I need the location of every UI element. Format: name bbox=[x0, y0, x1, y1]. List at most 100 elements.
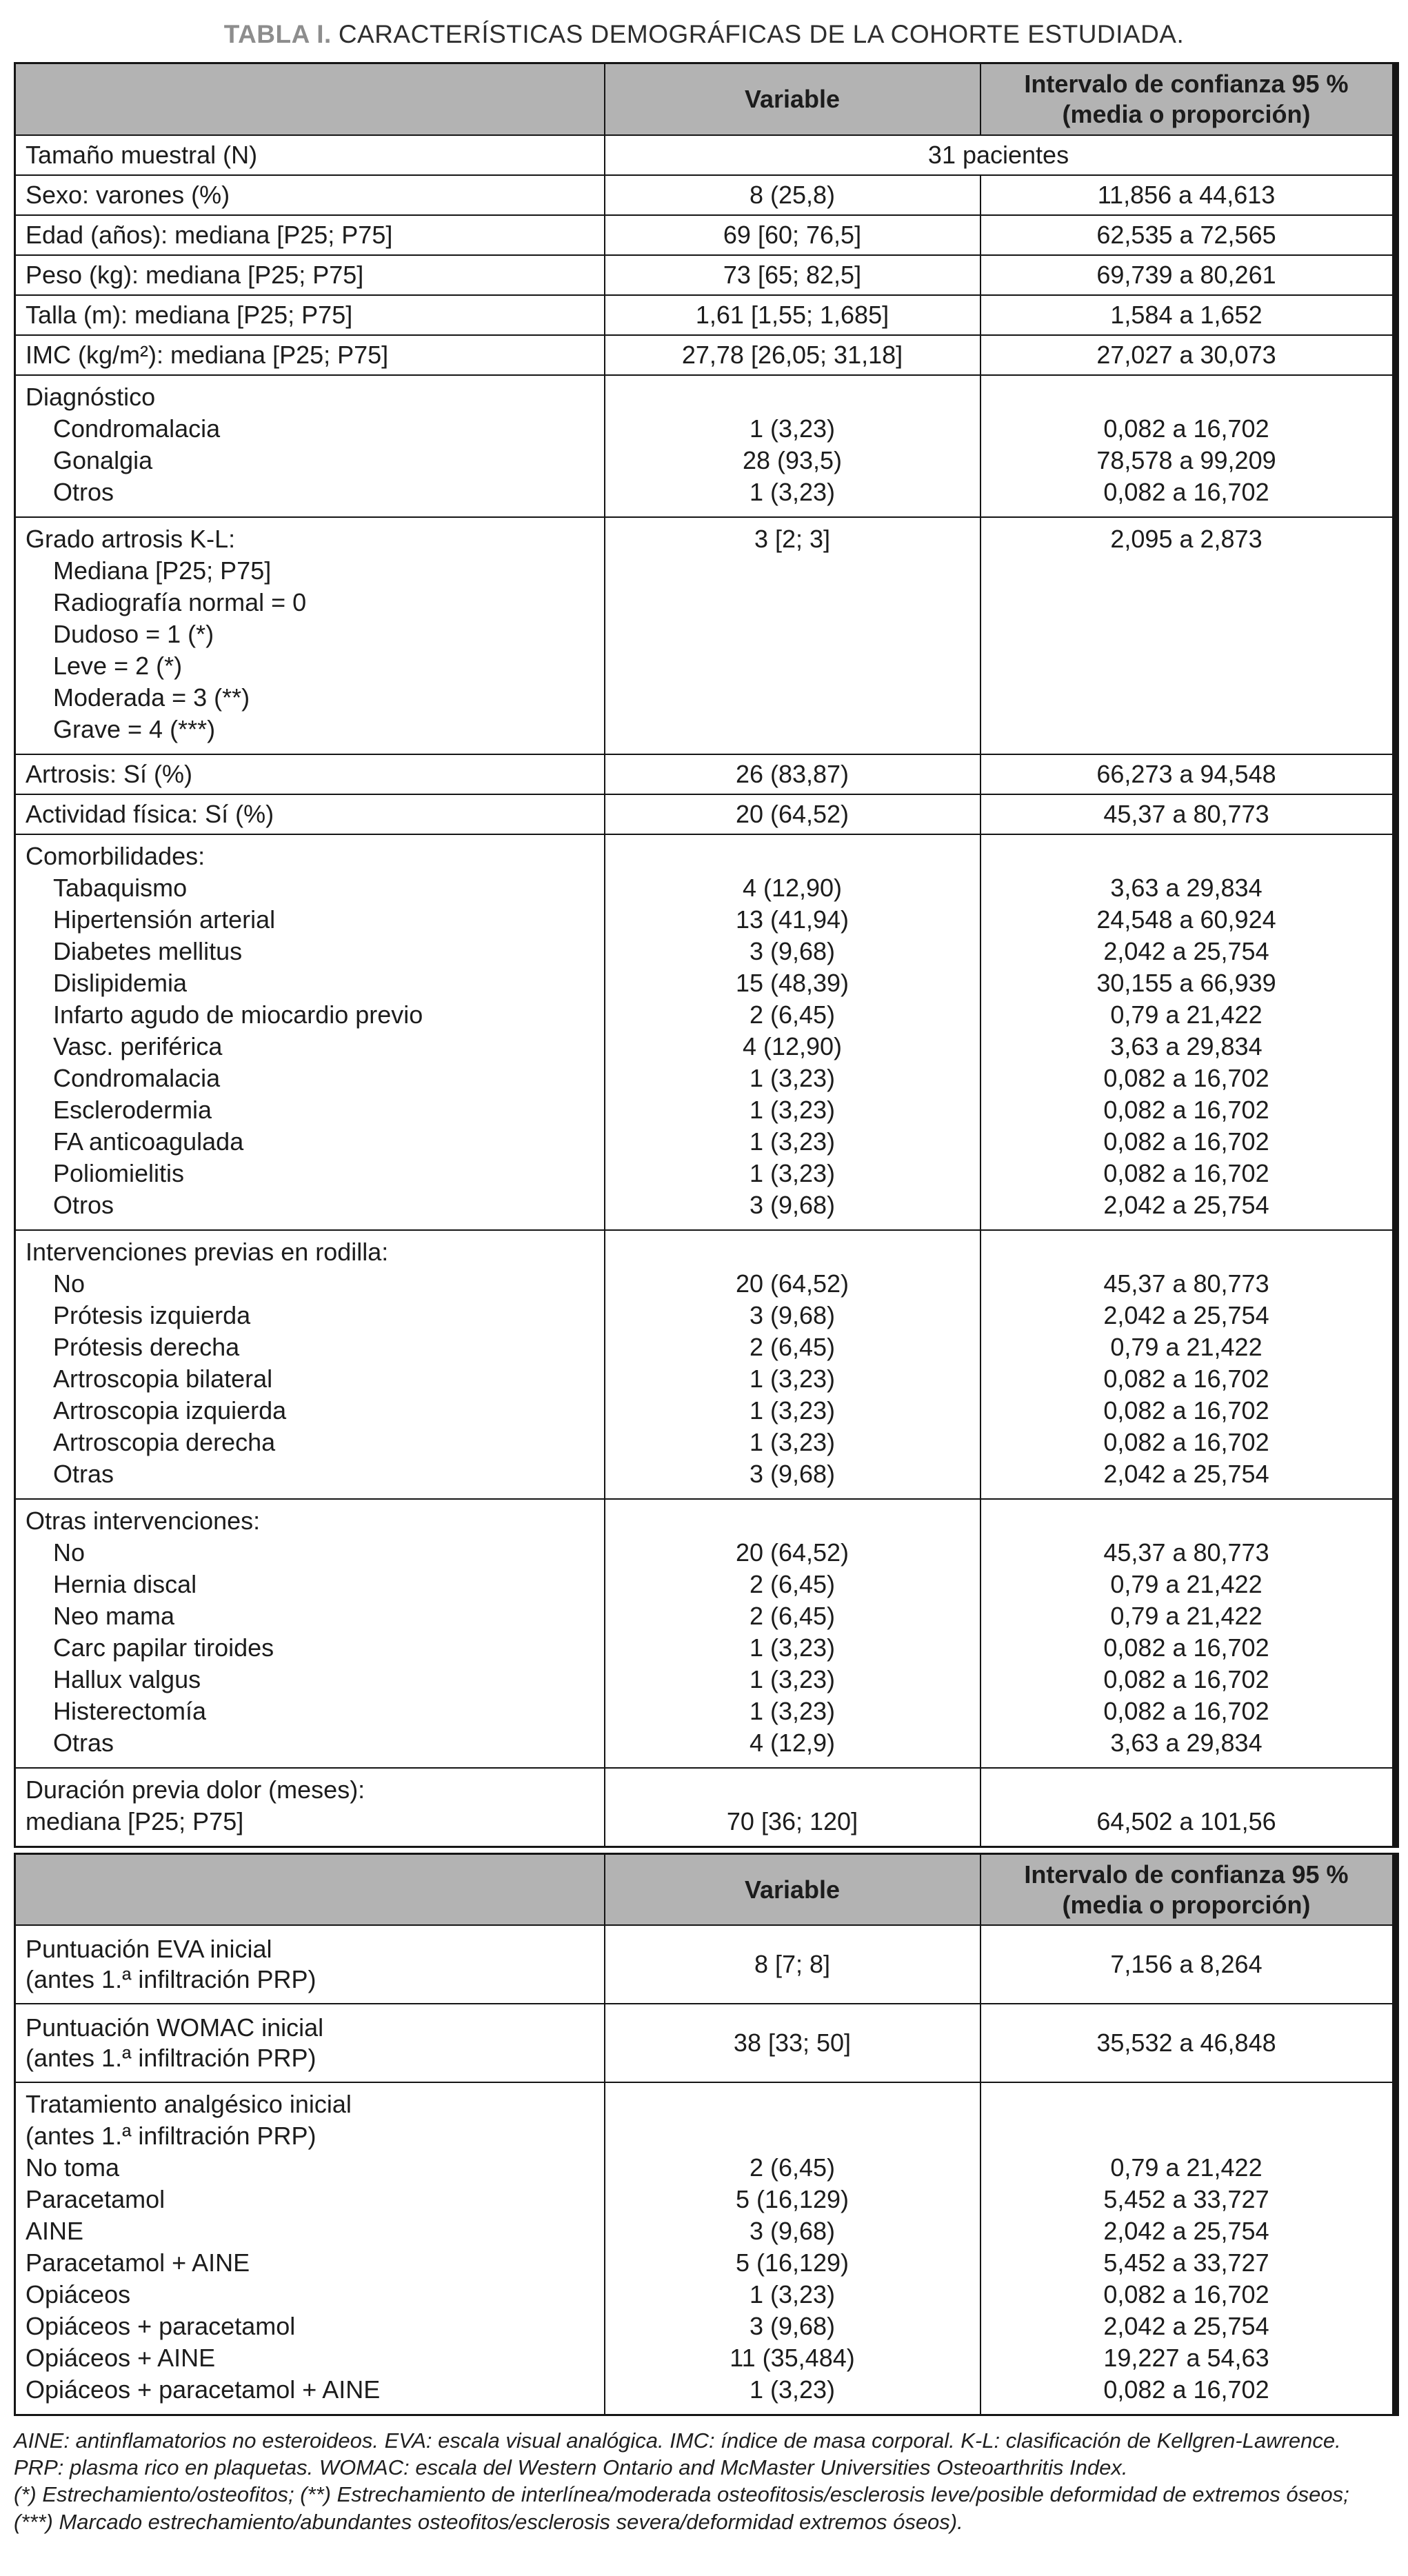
cell-line: 2,095 a 2,873 bbox=[1110, 524, 1263, 553]
ci-cell: 62,535 a 72,565 bbox=[979, 214, 1396, 256]
cell-line: 4 (12,90) bbox=[742, 873, 843, 902]
cell-line: Opiáceos + AINE bbox=[26, 2344, 216, 2373]
cell-line: 2,042 a 25,754 bbox=[1103, 2217, 1269, 2246]
row-label-cell: IMC (kg/m²): mediana [P25; P75] bbox=[14, 334, 605, 376]
table-header-part1: Variable Intervalo de confianza 95 % (me… bbox=[14, 62, 1396, 136]
variable-cell: 3 [2; 3] bbox=[603, 516, 981, 755]
cell-line: 1 (3,23) bbox=[749, 1396, 836, 1425]
cell-line: Diabetes mellitus bbox=[53, 936, 243, 965]
cell-line: 0,082 a 16,702 bbox=[1103, 1095, 1269, 1124]
table-row: Otras intervenciones: No Hernia discal Neo … bbox=[14, 1498, 1396, 1769]
cell-line: 0,082 a 16,702 bbox=[1103, 1063, 1269, 1092]
span-value-cell: 31 pacientes bbox=[603, 134, 1396, 176]
row-label-cell: Otras intervenciones: No Hernia discal Neo … bbox=[14, 1498, 605, 1769]
cell-line: Prótesis derecha bbox=[53, 1332, 240, 1361]
cell-line: 0,082 a 16,702 bbox=[1103, 414, 1269, 443]
cell-line: 78,578 a 99,209 bbox=[1096, 445, 1276, 474]
cell-line: 3 (9,68) bbox=[749, 1459, 836, 1488]
cell-line: 1 (3,23) bbox=[749, 1427, 836, 1456]
cell-line: Mediana [P25; P75] bbox=[53, 556, 272, 585]
cell-line: AINE bbox=[26, 2217, 84, 2246]
row-label-cell: Sexo: varones (%) bbox=[14, 174, 605, 216]
cell-line: 5 (16,129) bbox=[735, 2248, 849, 2277]
ci-cell: 2,095 a 2,873 bbox=[979, 516, 1396, 755]
cell-line: 0,082 a 16,702 bbox=[1103, 1364, 1269, 1393]
cell-line: 1 (3,23) bbox=[749, 477, 836, 506]
cell-line: 15 (48,39) bbox=[735, 968, 849, 997]
cell-line: Duración previa dolor (meses): bbox=[26, 1775, 365, 1804]
ci-cell: 35,532 a 46,848 bbox=[979, 2003, 1396, 2084]
ci-cell: 1,584 a 1,652 bbox=[979, 294, 1396, 336]
cell-line: Otras intervenciones: bbox=[26, 1506, 261, 1535]
cell-line: Artroscopia bilateral bbox=[53, 1364, 273, 1393]
cell-line: Otros bbox=[53, 477, 114, 506]
cell-line: 2,042 a 25,754 bbox=[1103, 1190, 1269, 1219]
cell-line: 3 [2; 3] bbox=[754, 524, 831, 553]
table-title-text: CARACTERÍSTICAS DEMOGRÁFICAS DE LA COHOR… bbox=[338, 20, 1185, 48]
cell-line: Otras bbox=[53, 1728, 114, 1757]
row-label-cell: Comorbilidades: Tabaquismo Hipertensión ar… bbox=[14, 833, 605, 1231]
cell-line: 0,79 a 21,422 bbox=[1110, 1000, 1263, 1029]
ci-cell: 0,79 a 21,422 5,452 a 33,727 2,042 a 25,75… bbox=[979, 2082, 1396, 2416]
cell-line: 2 (6,45) bbox=[749, 1332, 836, 1361]
table-row: Sexo: varones (%) 8 (25,8) 11,856 a 44,613 bbox=[14, 174, 1396, 216]
cell-line: Artroscopia derecha bbox=[53, 1427, 276, 1456]
row-label-cell: Tamaño muestral (N) bbox=[14, 134, 605, 176]
cell-line: Tabaquismo bbox=[53, 873, 188, 902]
cell-line: Leve = 2 (*) bbox=[53, 651, 183, 680]
cell-line: Poliomielitis bbox=[53, 1158, 185, 1187]
cell-line: Vasc. periférica bbox=[53, 1032, 223, 1060]
cell-line: Intervenciones previas en rodilla: bbox=[26, 1237, 389, 1266]
variable-cell: 20 (64,52) 3 (9,68) 2 (6,45) 1 (3,23) 1 (3,2… bbox=[603, 1229, 981, 1500]
row-label-cell: Puntuación EVA inicial (antes 1.ª infilt… bbox=[14, 1924, 605, 2005]
row-label-cell: Puntuación WOMAC inicial (antes 1.ª infi… bbox=[14, 2003, 605, 2084]
cell-line: 0,082 a 16,702 bbox=[1103, 1158, 1269, 1187]
cell-line: Esclerodermia bbox=[53, 1095, 212, 1124]
cell-line: 0,082 a 16,702 bbox=[1103, 1696, 1269, 1725]
cell-line: Comorbilidades: bbox=[26, 841, 205, 870]
header-row: Variable Intervalo de confianza 95 % (me… bbox=[14, 62, 1396, 136]
cell-line: 0,79 a 21,422 bbox=[1110, 1332, 1263, 1361]
cell-line bbox=[987, 381, 1387, 413]
table-row: Peso (kg): mediana [P25; P75] 73 [65; 82,… bbox=[14, 254, 1396, 296]
table-row: Intervenciones previas en rodilla: No Prót… bbox=[14, 1229, 1396, 1500]
variable-cell: 1 (3,23) 28 (93,5) 1 (3,23) bbox=[603, 374, 981, 518]
variable-cell: 27,78 [26,05; 31,18] bbox=[603, 334, 981, 376]
cell-line bbox=[611, 1505, 974, 1537]
cell-line: 1 (3,23) bbox=[749, 1364, 836, 1393]
ci-cell: 11,856 a 44,613 bbox=[979, 174, 1396, 216]
cell-line bbox=[611, 1774, 974, 1806]
ci-cell: 0,082 a 16,702 78,578 a 99,209 0,082 a 16,… bbox=[979, 374, 1396, 518]
cell-line: Paracetamol + AINE bbox=[26, 2248, 250, 2277]
cell-line bbox=[987, 1774, 1387, 1806]
cell-line: Histerectomía bbox=[53, 1696, 207, 1725]
row-label-cell: Actividad física: Sí (%) bbox=[14, 793, 605, 835]
cell-line: Paracetamol bbox=[26, 2185, 165, 2214]
ci-cell: 7,156 a 8,264 bbox=[979, 1924, 1396, 2005]
table-header-part2: Variable Intervalo de confianza 95 % (me… bbox=[14, 1853, 1396, 1926]
cell-line: Opiáceos bbox=[26, 2280, 131, 2309]
variable-cell: 70 [36; 120] bbox=[603, 1767, 981, 1848]
cell-line: 3,63 a 29,834 bbox=[1110, 873, 1263, 902]
cell-line: Tratamiento analgésico inicial bbox=[26, 2090, 352, 2119]
variable-cell: 2 (6,45) 5 (16,129) 3 (9,68) 5 (16,129) 1 (3… bbox=[603, 2082, 981, 2416]
cell-line: 0,79 a 21,422 bbox=[1110, 2153, 1263, 2182]
row-label-cell: Talla (m): mediana [P25; P75] bbox=[14, 294, 605, 336]
header-empty-cell bbox=[14, 1853, 605, 1926]
cell-line: 2,042 a 25,754 bbox=[1103, 2312, 1269, 2341]
cell-line: 2,042 a 25,754 bbox=[1103, 1300, 1269, 1329]
cell-line: Dislipidemia bbox=[53, 968, 188, 997]
cell-line: 0,79 a 21,422 bbox=[1110, 1601, 1263, 1630]
header-empty-cell bbox=[14, 62, 605, 136]
cell-line: 1 (3,23) bbox=[749, 1063, 836, 1092]
footnote-abbreviations: AINE: antinflamatorios no esteroideos. E… bbox=[14, 2428, 1341, 2480]
table-row: Puntuación EVA inicial (antes 1.ª infilt… bbox=[14, 1924, 1396, 2005]
table-body-part2: Puntuación EVA inicial (antes 1.ª infilt… bbox=[14, 1924, 1396, 2416]
cell-line: 1 (3,23) bbox=[749, 1158, 836, 1187]
row-label-cell: Duración previa dolor (meses): mediana [P… bbox=[14, 1767, 605, 1848]
cell-line: FA anticoagulada bbox=[53, 1127, 244, 1156]
cell-line: Grado artrosis K-L: bbox=[26, 524, 236, 553]
cell-line: 70 [36; 120] bbox=[726, 1807, 858, 1835]
cell-line: Artroscopia izquierda bbox=[53, 1396, 287, 1425]
header-row: Variable Intervalo de confianza 95 % (me… bbox=[14, 1853, 1396, 1926]
